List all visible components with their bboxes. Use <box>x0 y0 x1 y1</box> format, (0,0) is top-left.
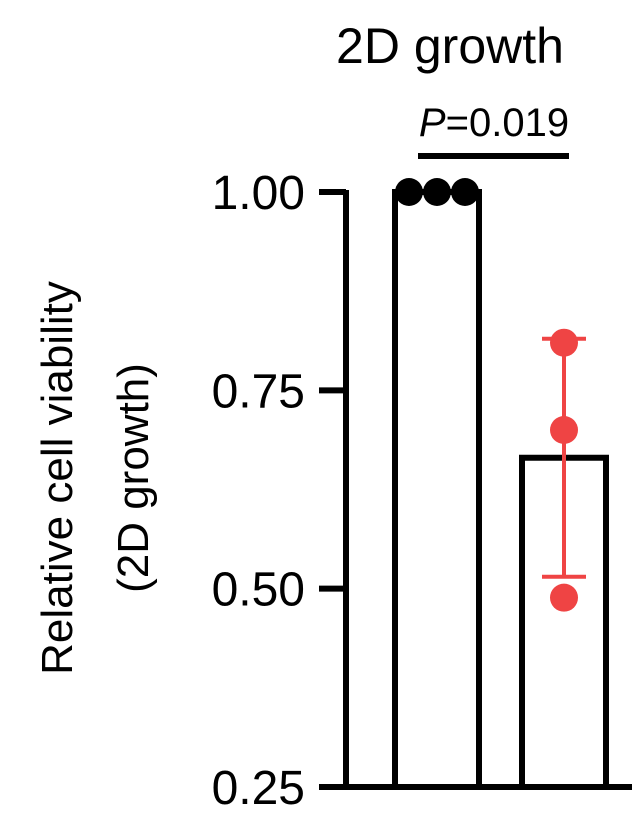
y-axis-label-line2: (2D growth) <box>109 363 158 593</box>
p-value-suffix: =0.019 <box>446 101 569 145</box>
data-point <box>550 416 578 444</box>
data-points-group <box>395 178 578 612</box>
p-value-prefix: P <box>419 101 446 145</box>
y-tick-label: 1.00 <box>212 167 305 220</box>
y-tick-label: 0.75 <box>212 365 305 418</box>
bars-group <box>392 189 609 787</box>
data-point <box>423 178 451 206</box>
y-axis-ticks: 1.00 0.75 0.50 0.25 <box>212 167 346 815</box>
y-axis-label: Relative cell viability (2D growth) <box>33 281 158 675</box>
significance-annotation: P=0.019 <box>418 101 569 159</box>
data-point <box>451 178 479 206</box>
bar <box>392 189 482 787</box>
y-axis-label-line1: Relative cell viability <box>33 281 82 675</box>
data-point <box>550 583 578 612</box>
y-tick-label: 0.25 <box>212 762 305 815</box>
chart-title: 2D growth <box>336 18 564 74</box>
p-value-label: P=0.019 <box>419 101 569 145</box>
y-tick-label: 0.50 <box>212 564 305 617</box>
data-point <box>550 328 578 357</box>
data-point <box>395 178 423 206</box>
